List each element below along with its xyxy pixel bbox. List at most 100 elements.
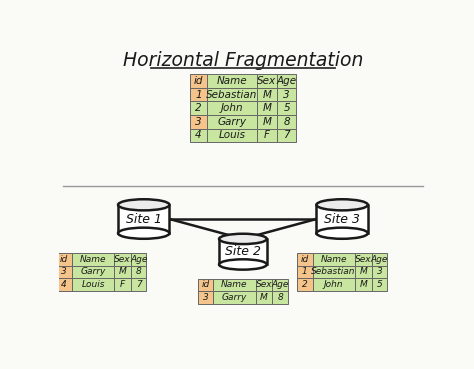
- Text: M: M: [263, 117, 272, 127]
- Text: 5: 5: [376, 280, 382, 289]
- Bar: [213, 291, 255, 304]
- Text: M: M: [263, 103, 272, 113]
- Bar: [131, 266, 146, 278]
- Bar: [207, 101, 257, 115]
- Text: Louis: Louis: [219, 131, 246, 141]
- Bar: [312, 266, 355, 278]
- Text: Garry: Garry: [81, 268, 106, 276]
- Text: 5: 5: [283, 103, 290, 113]
- Bar: [72, 278, 114, 291]
- Text: id: id: [201, 280, 210, 289]
- Bar: [273, 279, 288, 291]
- Text: Site 1: Site 1: [126, 213, 162, 225]
- Bar: [297, 278, 312, 291]
- Text: Sebastian: Sebastian: [311, 268, 356, 276]
- Bar: [131, 253, 146, 266]
- Text: Age: Age: [276, 76, 297, 86]
- Text: 8: 8: [136, 268, 142, 276]
- Text: id: id: [60, 255, 68, 264]
- Bar: [297, 253, 312, 266]
- Text: Age: Age: [371, 255, 388, 264]
- Bar: [114, 266, 131, 278]
- Bar: [118, 205, 170, 233]
- Bar: [297, 266, 312, 278]
- Text: id: id: [194, 76, 203, 86]
- Text: M: M: [359, 268, 367, 276]
- Bar: [198, 279, 213, 291]
- Text: 1: 1: [195, 90, 202, 100]
- Ellipse shape: [118, 199, 170, 210]
- Bar: [219, 239, 267, 265]
- Bar: [372, 253, 387, 266]
- Bar: [312, 278, 355, 291]
- Text: Age: Age: [130, 255, 147, 264]
- Bar: [372, 278, 387, 291]
- Ellipse shape: [317, 228, 368, 239]
- Text: 3: 3: [61, 268, 67, 276]
- Bar: [277, 101, 296, 115]
- Bar: [72, 253, 114, 266]
- Bar: [312, 253, 355, 266]
- Bar: [273, 291, 288, 304]
- Text: John: John: [221, 103, 244, 113]
- Bar: [198, 291, 213, 304]
- Text: John: John: [324, 280, 344, 289]
- Text: 8: 8: [277, 293, 283, 302]
- Text: M: M: [359, 280, 367, 289]
- Ellipse shape: [118, 228, 170, 239]
- Bar: [257, 115, 277, 129]
- Text: Sex: Sex: [257, 76, 276, 86]
- Text: M: M: [119, 268, 127, 276]
- Text: 7: 7: [136, 280, 142, 289]
- Text: 8: 8: [283, 117, 290, 127]
- Bar: [255, 279, 273, 291]
- Bar: [277, 74, 296, 88]
- Text: F: F: [120, 280, 125, 289]
- Bar: [56, 266, 72, 278]
- Text: Name: Name: [80, 255, 106, 264]
- Bar: [257, 74, 277, 88]
- Text: Sex: Sex: [355, 255, 372, 264]
- Bar: [316, 205, 368, 233]
- Bar: [207, 74, 257, 88]
- Text: 2: 2: [195, 103, 202, 113]
- Text: Site 2: Site 2: [225, 245, 261, 258]
- Text: Louis: Louis: [82, 280, 105, 289]
- Text: Name: Name: [320, 255, 347, 264]
- Bar: [207, 115, 257, 129]
- Bar: [190, 115, 207, 129]
- Bar: [190, 101, 207, 115]
- Text: id: id: [301, 255, 309, 264]
- Text: M: M: [263, 90, 272, 100]
- Bar: [277, 88, 296, 101]
- Text: 7: 7: [283, 131, 290, 141]
- Bar: [255, 291, 273, 304]
- Bar: [190, 88, 207, 101]
- Bar: [131, 278, 146, 291]
- Bar: [257, 101, 277, 115]
- Bar: [190, 129, 207, 142]
- Bar: [355, 278, 372, 291]
- Text: Name: Name: [217, 76, 247, 86]
- Bar: [56, 278, 72, 291]
- Text: 4: 4: [61, 280, 67, 289]
- Text: 3: 3: [283, 90, 290, 100]
- Text: Sex: Sex: [114, 255, 131, 264]
- Text: Site 3: Site 3: [324, 213, 360, 225]
- Ellipse shape: [219, 234, 267, 244]
- Bar: [114, 278, 131, 291]
- Ellipse shape: [219, 259, 267, 270]
- Bar: [190, 74, 207, 88]
- Text: M: M: [260, 293, 268, 302]
- Text: Name: Name: [221, 280, 248, 289]
- Bar: [72, 266, 114, 278]
- Text: 2: 2: [302, 280, 308, 289]
- Ellipse shape: [317, 199, 368, 210]
- Text: 3: 3: [203, 293, 209, 302]
- Text: 4: 4: [195, 131, 202, 141]
- Text: Age: Age: [272, 280, 289, 289]
- Bar: [207, 129, 257, 142]
- Bar: [207, 88, 257, 101]
- Text: 3: 3: [376, 268, 382, 276]
- Bar: [355, 253, 372, 266]
